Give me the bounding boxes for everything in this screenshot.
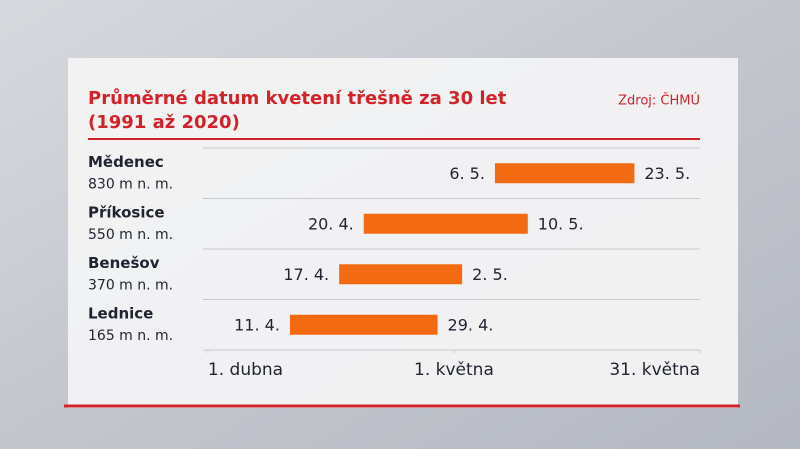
- x-tick-label: 31. května: [609, 360, 700, 380]
- category-note: 550 m n. m.: [88, 227, 173, 243]
- category-label: Benešov: [88, 254, 160, 272]
- start-label: 17. 4.: [283, 265, 329, 284]
- category-note: 830 m n. m.: [88, 176, 173, 192]
- category-note: 165 m n. m.: [88, 328, 173, 344]
- end-label: 23. 5.: [644, 164, 690, 183]
- category-label: Lednice: [88, 304, 153, 322]
- start-label: 20. 4.: [308, 214, 354, 233]
- end-label: 2. 5.: [472, 265, 508, 284]
- category-label: Mědenec: [88, 153, 164, 171]
- bar: [289, 314, 438, 335]
- chart-title: Průměrné datum kvetení třešně za 30 let: [88, 87, 507, 109]
- source: Zdroj: ČHMÚ: [618, 93, 700, 109]
- bar: [339, 264, 463, 285]
- end-label: 29. 4.: [448, 315, 494, 334]
- category-note: 370 m n. m.: [88, 277, 173, 293]
- x-tick-label: 1. dubna: [208, 360, 283, 380]
- start-label: 11. 4.: [234, 315, 280, 334]
- bar: [363, 213, 528, 234]
- x-tick-label: 1. května: [414, 360, 494, 380]
- end-label: 10. 5.: [538, 214, 584, 233]
- bar: [494, 163, 635, 184]
- chart-subtitle: (1991 až 2020): [88, 112, 240, 133]
- start-label: 6. 5.: [449, 164, 485, 183]
- category-label: Příkosice: [88, 203, 165, 221]
